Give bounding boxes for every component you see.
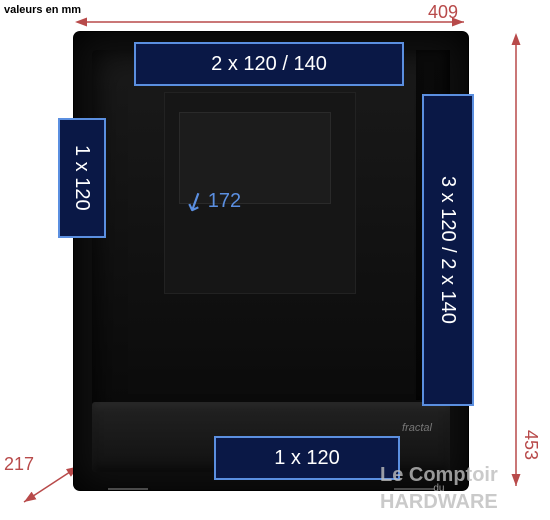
dim-height-line bbox=[508, 32, 524, 490]
dim-width-line bbox=[74, 14, 468, 30]
fan-slot-rear-label: 1 x 120 bbox=[71, 145, 93, 211]
fan-slot-top-label: 2 x 120 / 140 bbox=[211, 53, 327, 75]
fan-slot-bottom-label: 1 x 120 bbox=[274, 447, 340, 469]
brand-logo: fractal bbox=[402, 422, 432, 434]
watermark-line2: HARDWARE bbox=[380, 491, 498, 513]
fan-slot-top: 2 x 120 / 140 bbox=[134, 42, 404, 86]
fan-slot-front: 3 x 120 / 2 x 140 bbox=[422, 94, 474, 406]
watermark: Le Comptoir du HARDWARE bbox=[380, 466, 498, 511]
dim-height-label: 453 bbox=[520, 430, 541, 460]
dim-depth-label: 217 bbox=[4, 454, 34, 475]
arrow-icon: ↙ bbox=[178, 183, 211, 220]
cpu-clearance: ↙ 172 bbox=[184, 186, 241, 217]
pc-case: fractal bbox=[74, 32, 468, 490]
cpu-clearance-value: 172 bbox=[208, 190, 241, 213]
case-foot-left bbox=[108, 488, 148, 490]
dim-width-label: 409 bbox=[428, 2, 458, 23]
fan-slot-front-label: 3 x 120 / 2 x 140 bbox=[437, 176, 459, 324]
fan-slot-bottom: 1 x 120 bbox=[214, 436, 400, 480]
diagram-stage: valeurs en mm 409 453 217 fractal bbox=[0, 0, 550, 520]
fan-slot-rear: 1 x 120 bbox=[58, 118, 106, 238]
units-label: valeurs en mm bbox=[4, 4, 81, 16]
